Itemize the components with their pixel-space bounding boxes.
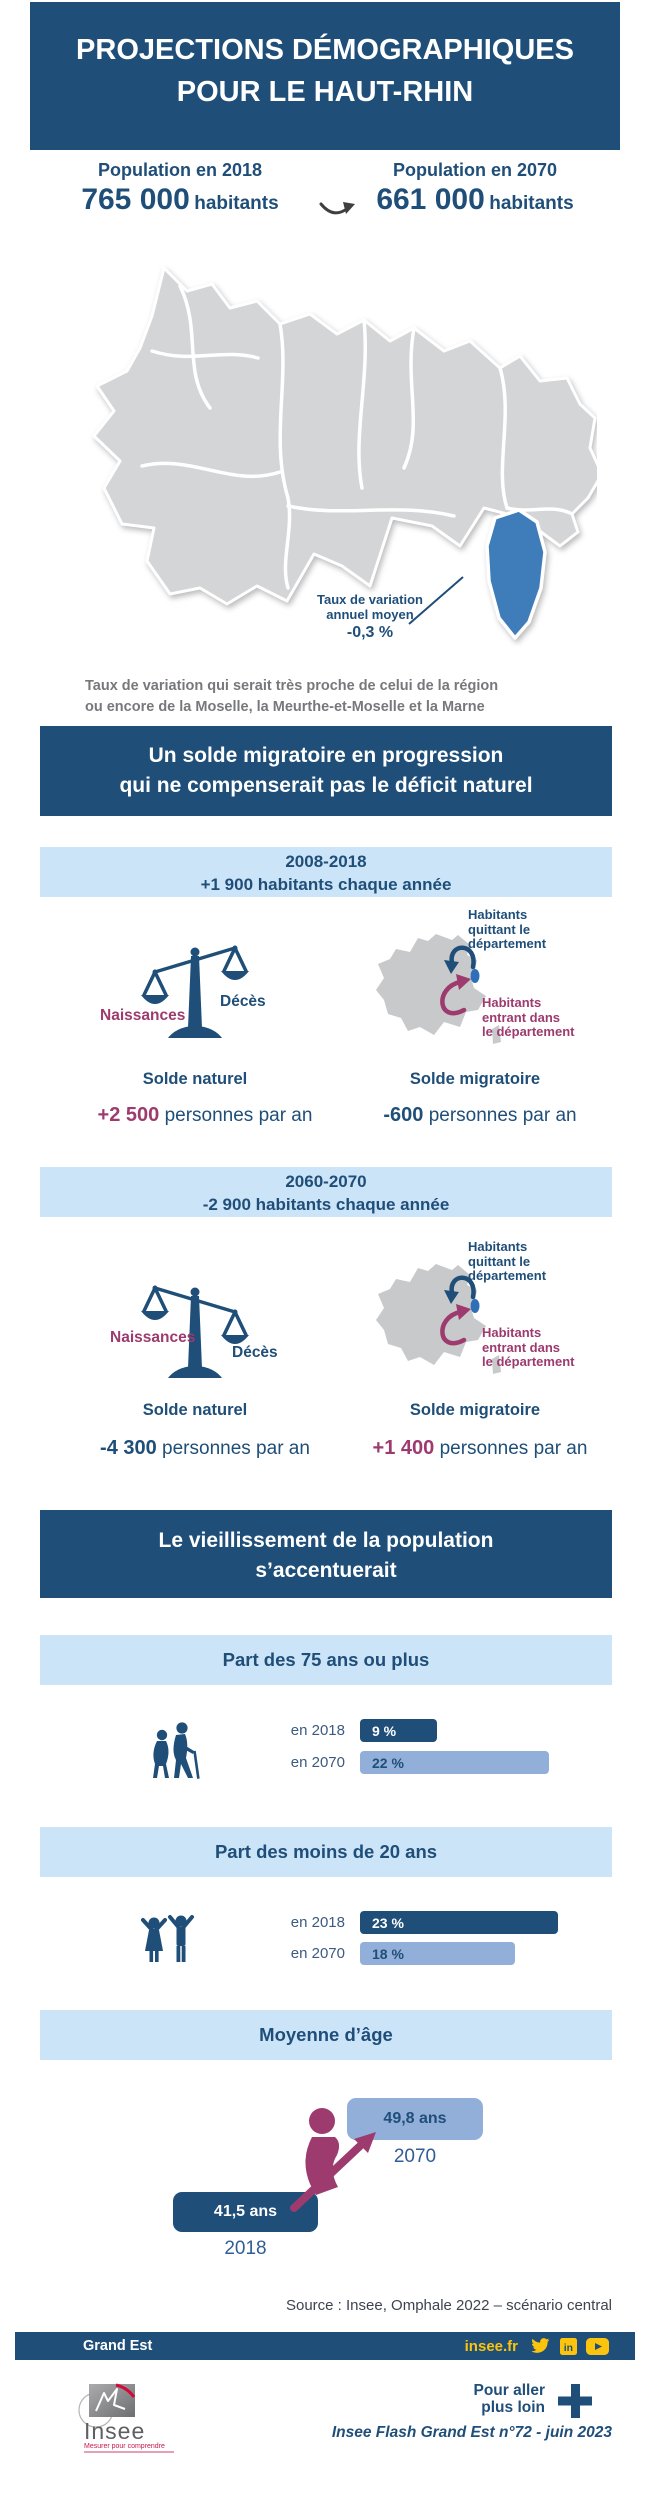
bar-row-label: en 2070 bbox=[290, 1754, 345, 1771]
aging-section-banner: Le vieillissement de la population s’acc… bbox=[40, 1510, 612, 1598]
balance-scale-icon bbox=[141, 945, 249, 1038]
solde-naturel-label: Solde naturel bbox=[142, 1070, 248, 1088]
leaving-arrow bbox=[449, 945, 476, 970]
aging-title-line2: s’accentuerait bbox=[255, 1559, 397, 1582]
population-2018-value: 765 000 bbox=[81, 183, 190, 216]
children-icon bbox=[141, 1915, 194, 1962]
youtube-icon[interactable] bbox=[586, 2337, 609, 2355]
entering-label: Habitants entrant dans le département bbox=[482, 995, 575, 1039]
department-dot bbox=[470, 1299, 480, 1313]
grand-est-region-shape bbox=[92, 266, 597, 606]
bar-75plus-2018: 9 % bbox=[360, 1719, 437, 1742]
period-1-change: +1 900 habitants chaque année bbox=[200, 875, 452, 894]
population-2070-value: 661 000 bbox=[376, 183, 485, 216]
bar-under20-2018: 23 % bbox=[360, 1911, 558, 1934]
deces-label: Décès bbox=[232, 1344, 278, 1361]
elderly-couple-icon bbox=[153, 1722, 200, 1779]
period-2-banner: 2060-2070 -2 900 habitants chaque année bbox=[40, 1167, 612, 1217]
migration-title-line2: qui ne compenserait pas le déficit natur… bbox=[119, 774, 533, 797]
callout-line1: Taux de variation bbox=[317, 592, 423, 607]
chart-under20-banner: Part des moins de 20 ans bbox=[40, 1827, 612, 1877]
map-note: Taux de variation qui serait très proche… bbox=[85, 676, 565, 718]
average-age-2070-box: 49,8 ans bbox=[347, 2098, 483, 2140]
deces-label: Décès bbox=[220, 993, 266, 1010]
france-map-icon bbox=[376, 1264, 501, 1374]
entering-arrow bbox=[440, 1309, 467, 1346]
solde-naturel-label: Solde naturel bbox=[142, 1401, 248, 1419]
migration-section-banner: Un solde migratoire en progression qui n… bbox=[40, 726, 612, 816]
year-2018: 2018 bbox=[224, 2238, 267, 2259]
insee-logo bbox=[78, 2383, 136, 2428]
twitter-icon[interactable] bbox=[530, 2337, 551, 2355]
population-2018-label: Population en 2018 bbox=[97, 160, 263, 180]
callout-line2: annuel moyen bbox=[326, 606, 414, 622]
average-age-2018-box: 41,5 ans bbox=[173, 2192, 318, 2232]
climbing-person-icon bbox=[290, 2108, 376, 2212]
period-2-range: 2060-2070 bbox=[285, 1172, 367, 1191]
period-1-banner: 2008-2018 +1 900 habitants chaque année bbox=[40, 847, 612, 897]
population-2070-unit: habitants bbox=[489, 193, 574, 214]
bar-row-label: en 2070 bbox=[290, 1945, 345, 1962]
publication-reference: Insee Flash Grand Est n°72 - juin 2023 bbox=[331, 2424, 612, 2441]
svg-text:in: in bbox=[564, 2342, 573, 2353]
migration-title-line1: Un solde migratoire en progression bbox=[148, 744, 504, 767]
solde-migratoire-label: Solde migratoire bbox=[409, 1070, 541, 1088]
leaving-label: Habitants quittant le département bbox=[468, 1239, 547, 1283]
population-2070-label: Population en 2070 bbox=[392, 160, 558, 180]
page-title-line1: PROJECTIONS DÉMOGRAPHIQUES bbox=[76, 34, 574, 66]
page-title-line2: POUR LE HAUT-RHIN bbox=[176, 76, 474, 108]
solde-naturel-value-line: -4 300 personnes par an bbox=[100, 1437, 310, 1459]
period-2-change: -2 900 habitants chaque année bbox=[202, 1195, 450, 1214]
header-banner: PROJECTIONS DÉMOGRAPHIQUES POUR LE HAUT-… bbox=[30, 2, 620, 150]
department-dot bbox=[470, 969, 480, 983]
map-callout-value: -0,3 % bbox=[346, 624, 394, 641]
plus-icon[interactable] bbox=[558, 2384, 592, 2418]
naissances-label: Naissances bbox=[110, 1329, 196, 1346]
linkedin-icon[interactable]: in bbox=[560, 2337, 577, 2355]
bar-75plus-2070: 22 % bbox=[360, 1751, 549, 1774]
entering-label: Habitants entrant dans le département bbox=[482, 1325, 575, 1369]
insee-logo-tagline: Mesurer pour comprendre bbox=[84, 2443, 174, 2453]
leaving-arrow bbox=[449, 1275, 476, 1300]
france-map-icon bbox=[376, 934, 501, 1044]
footer-region: Grand Est bbox=[83, 2338, 153, 2354]
balance-scale-icon bbox=[141, 1285, 249, 1378]
entering-arrow bbox=[440, 979, 467, 1016]
chart-75plus-banner: Part des 75 ans ou plus bbox=[40, 1635, 612, 1685]
naissances-label: Naissances bbox=[100, 1007, 186, 1024]
map-note-line2: ou encore de la Moselle, la Meurthe-et-M… bbox=[85, 699, 485, 715]
leaving-label: Habitants quittant le département bbox=[468, 907, 547, 951]
footer-bar: Grand Est insee.fr in bbox=[15, 2332, 635, 2360]
grand-est-map bbox=[92, 266, 597, 640]
year-2070: 2070 bbox=[393, 2146, 437, 2167]
more-info-label: Pour aller plus loin bbox=[473, 2382, 546, 2416]
period-1-range: 2008-2018 bbox=[285, 852, 367, 871]
source-note: Source : Insee, Omphale 2022 – scénario … bbox=[285, 2297, 612, 2314]
solde-migratoire-value-line: +1 400 personnes par an bbox=[372, 1437, 588, 1459]
bar-row-label: en 2018 bbox=[290, 1914, 345, 1931]
bar-row-label: en 2018 bbox=[290, 1722, 345, 1739]
map-callout-label: Taux de variation annuel moyen bbox=[300, 592, 440, 622]
map-note-line1: Taux de variation qui serait très proche… bbox=[85, 678, 499, 694]
callout-leader-line bbox=[408, 576, 464, 625]
population-2018: Population en 2018 765 000 habitants bbox=[40, 160, 320, 217]
insee-fr-link[interactable]: insee.fr bbox=[464, 2337, 518, 2355]
bar-under20-2070: 18 % bbox=[360, 1942, 515, 1965]
average-age-banner: Moyenne d’âge bbox=[40, 2010, 612, 2060]
solde-migratoire-value-line: -600 personnes par an bbox=[383, 1104, 577, 1126]
haut-rhin-highlight bbox=[485, 508, 547, 640]
insee-logo-name: Insee bbox=[84, 2418, 146, 2444]
aging-title-line1: Le vieillissement de la population bbox=[158, 1529, 494, 1552]
trend-arrow-icon bbox=[319, 202, 355, 215]
population-2070: Population en 2070 661 000 habitants bbox=[330, 160, 620, 217]
solde-migratoire-label: Solde migratoire bbox=[409, 1401, 541, 1419]
solde-naturel-value-line: +2 500 personnes par an bbox=[97, 1104, 313, 1126]
population-2018-unit: habitants bbox=[194, 193, 279, 214]
